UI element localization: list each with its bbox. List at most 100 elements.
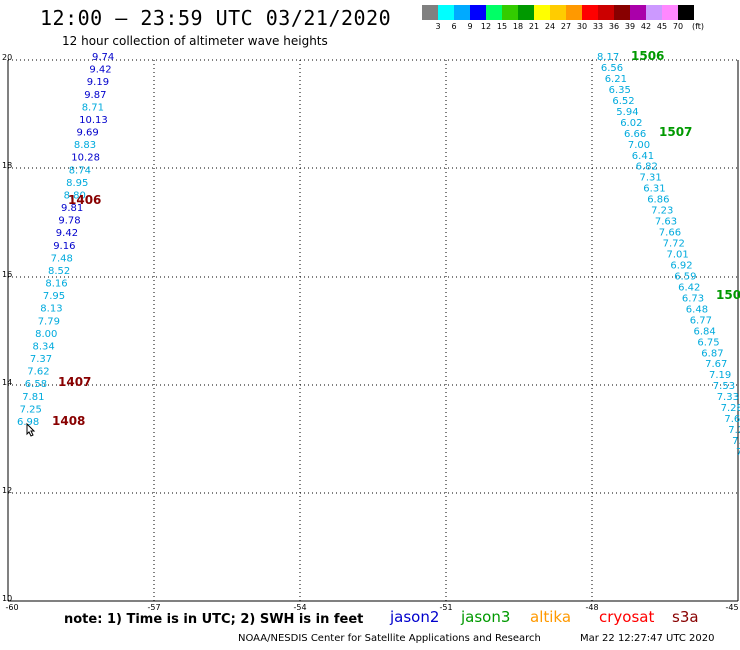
wave-height-value: 9.81 [61,203,83,214]
wave-height-value: 7.2 [728,425,740,436]
wave-height-value: 9.42 [56,228,78,239]
latitude-tick-label: 20 [2,53,13,62]
wave-height-value: 8.00 [35,329,57,340]
wave-height-value: 10.13 [79,115,108,126]
legend-label: 15 [496,22,508,31]
wave-height-value: 8.74 [69,165,91,176]
wave-height-value: 7.95 [43,291,65,302]
legend-label: 70 [672,22,684,31]
wave-height-value: 6.56 [601,63,623,74]
wave-height-value: 9.87 [84,90,106,101]
color-legend: 3 6 9 12 15 18 21 24 27 30 33 36 39 42 45 70 (ft) [422,5,704,32]
legend-labels: 3 6 9 12 15 18 21 24 27 30 33 36 39 42 45 70 (ft) [422,20,704,32]
wave-height-value: 6.75 [697,337,719,348]
wave-height-value: 7.6 [724,414,740,425]
latitude-tick-label: 12 [2,486,13,495]
legend-label: 9 [467,22,473,31]
legend-swatch [534,5,550,20]
longitude-tick-label: -54 [293,603,307,612]
wave-height-value: 8.83 [74,140,96,151]
wave-height-value: 7.72 [663,239,685,250]
wave-height-value: 8.71 [82,102,104,113]
wave-height-value: 7 [736,447,740,458]
wave-height-value: 7.66 [659,228,681,239]
footer-note: note: 1) Time is in UTC; 2) SWH is in fe… [64,612,364,627]
longitude-tick-label: -45 [725,603,739,612]
wave-height-value: 7.67 [705,359,727,370]
wave-height-value: 9.42 [89,65,111,76]
mission-label: cryosat [599,608,655,626]
wave-height-value: 7.01 [667,250,689,261]
legend-label: 42 [640,22,652,31]
pass-time-label: 1407 [58,375,91,389]
wave-height-value: 9.74 [92,52,114,63]
legend-swatch [678,5,694,20]
wave-height-value: 8.13 [40,304,62,315]
legend-label: 39 [624,22,636,31]
legend-label: 3 [435,22,441,31]
wave-height-value: 7.53 [713,381,735,392]
mission-label: s3a [672,608,699,626]
wave-height-value: 9.69 [77,128,99,139]
legend-label: 24 [544,22,556,31]
legend-swatch [502,5,518,20]
wave-height-value: 9.16 [53,241,75,252]
pass-time-label: 150 [716,288,740,302]
credit-text: NOAA/NESDIS Center for Satellite Applica… [238,633,541,644]
wave-height-value: 8.80 [64,190,86,201]
wave-height-value: 6.92 [670,261,692,272]
wave-height-value: 8.34 [33,342,55,353]
wave-height-value: 5.94 [616,107,638,118]
wave-height-value: 7.79 [38,316,60,327]
legend-swatch [518,5,534,20]
wave-height-value: 7.25 [20,404,42,415]
wave-height-value: 6.87 [701,348,723,359]
legend-swatch [614,5,630,20]
legend-label: 36 [608,22,620,31]
longitude-tick-label: -51 [439,603,453,612]
legend-swatch [550,5,566,20]
legend-swatch [662,5,678,20]
legend-swatch [598,5,614,20]
mission-label: altika [530,608,572,626]
wave-height-value: 6.48 [686,304,708,315]
legend-swatch [454,5,470,20]
longitude-tick-label: -60 [5,603,19,612]
legend-swatch [646,5,662,20]
legend-swatch [422,5,438,20]
wave-height-value: 7.23 [651,206,673,217]
wave-height-value: 6.77 [690,315,712,326]
wave-height-value: 6.21 [605,74,627,85]
wave-height-value: 7.33 [717,392,739,403]
legend-swatch [486,5,502,20]
wave-height-value: 7.81 [22,392,44,403]
wave-height-value: 6.35 [609,85,631,96]
wave-height-value: 7.62 [27,367,49,378]
legend-label: 6 [451,22,457,31]
legend-label: 27 [560,22,572,31]
pass-time-label: 1507 [659,125,692,139]
wave-height-value: 9.19 [87,77,109,88]
pass-time-label: 1406 [68,193,101,207]
legend-label: 33 [592,22,604,31]
legend-label: 12 [480,22,492,31]
wave-height-value: 6.31 [643,184,665,195]
longitude-tick-label: -57 [147,603,161,612]
wave-height-value: 6.82 [636,162,658,173]
wave-height-value: 9.78 [58,216,80,227]
latitude-tick-label: 14 [2,378,13,387]
wave-height-value: 8.17 [597,52,619,63]
latitude-tick-label: 18 [2,161,13,170]
wave-height-value: 7.31 [640,173,662,184]
page-title: 12:00 – 23:59 UTC 03/21/2020 [40,6,392,30]
mouse-cursor-icon [26,422,36,437]
mission-label: jason2 [390,608,440,626]
mission-label: jason3 [461,608,511,626]
satellite-track-left: 9.749.429.199.878.7110.139.698.8310.288.… [17,52,114,428]
legend-label: 21 [528,22,540,31]
wave-height-value: 6.58 [25,379,47,390]
pass-time-labels: 1406 1407 1408 1506 1507 150 [52,49,740,428]
pass-time-label: 1506 [631,49,664,63]
wave-height-value: 8.16 [45,279,67,290]
